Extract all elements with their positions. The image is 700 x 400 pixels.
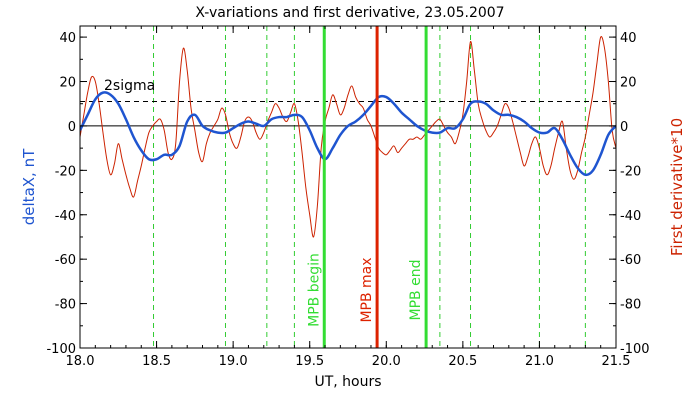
y-tick-label-left: 40 bbox=[59, 31, 76, 46]
x-tick-label: 20.5 bbox=[448, 354, 477, 369]
sigma-label: 2sigma bbox=[104, 78, 155, 94]
markers-group: MPB begin MPB max MPB end bbox=[306, 26, 428, 348]
y-tick-label-right: -60 bbox=[620, 253, 641, 268]
y-tick-label-right: 0 bbox=[620, 120, 628, 135]
reference-lines-group bbox=[80, 101, 616, 127]
y-tick-label-right: -100 bbox=[620, 342, 650, 357]
x-tick-label: 18.5 bbox=[142, 354, 171, 369]
marker-label: MPB max bbox=[359, 257, 375, 322]
marker-label: MPB end bbox=[408, 260, 424, 321]
y-axis-label-right: First derivative*10 bbox=[668, 118, 686, 256]
series-line-deltax bbox=[80, 91, 616, 177]
y-tick-label-right: -40 bbox=[620, 209, 641, 224]
series-group bbox=[80, 36, 616, 238]
chart-title: X-variations and first derivative, 23.05… bbox=[195, 5, 504, 21]
x-tick-label: 19.5 bbox=[295, 354, 324, 369]
x-axis-label: UT, hours bbox=[314, 374, 381, 390]
marker-label: MPB begin bbox=[306, 253, 322, 327]
x-tick-label: 18.0 bbox=[66, 354, 95, 369]
x-tick-label: 21.5 bbox=[602, 354, 631, 369]
x-tick-label: 19.0 bbox=[219, 354, 248, 369]
y-tick-label-right: 20 bbox=[620, 76, 637, 91]
x-tick-label: 20.0 bbox=[372, 354, 401, 369]
y-axis-right: 40 20 0 -20 -40 -60 -80 -100 bbox=[609, 31, 650, 357]
y-tick-label-left: 20 bbox=[59, 76, 76, 91]
y-axis-left: 40 20 0 -20 -40 -60 -80 -100 bbox=[46, 31, 87, 357]
y-tick-label-right: -20 bbox=[620, 164, 641, 179]
y-tick-label-right: -80 bbox=[620, 298, 641, 313]
y-tick-label-left: -20 bbox=[55, 164, 76, 179]
x-tick-label: 21.0 bbox=[525, 354, 554, 369]
y-tick-label-left: -80 bbox=[55, 298, 76, 313]
y-axis-label-left: deltaX, nT bbox=[20, 148, 38, 225]
plot-area: MPB begin MPB max MPB end bbox=[79, 25, 617, 349]
y-tick-label-left: -60 bbox=[55, 253, 76, 268]
x-axis: 18.0 18.5 19.0 19.5 20.0 20.5 21.0 21.5 bbox=[66, 26, 631, 369]
y-tick-label-right: 40 bbox=[620, 31, 637, 46]
series-line-derivative bbox=[80, 36, 616, 238]
y-tick-label-left: -40 bbox=[55, 209, 76, 224]
y-tick-label-left: -100 bbox=[46, 342, 76, 357]
y-tick-label-left: 0 bbox=[68, 120, 76, 135]
plot-frame bbox=[79, 25, 617, 349]
